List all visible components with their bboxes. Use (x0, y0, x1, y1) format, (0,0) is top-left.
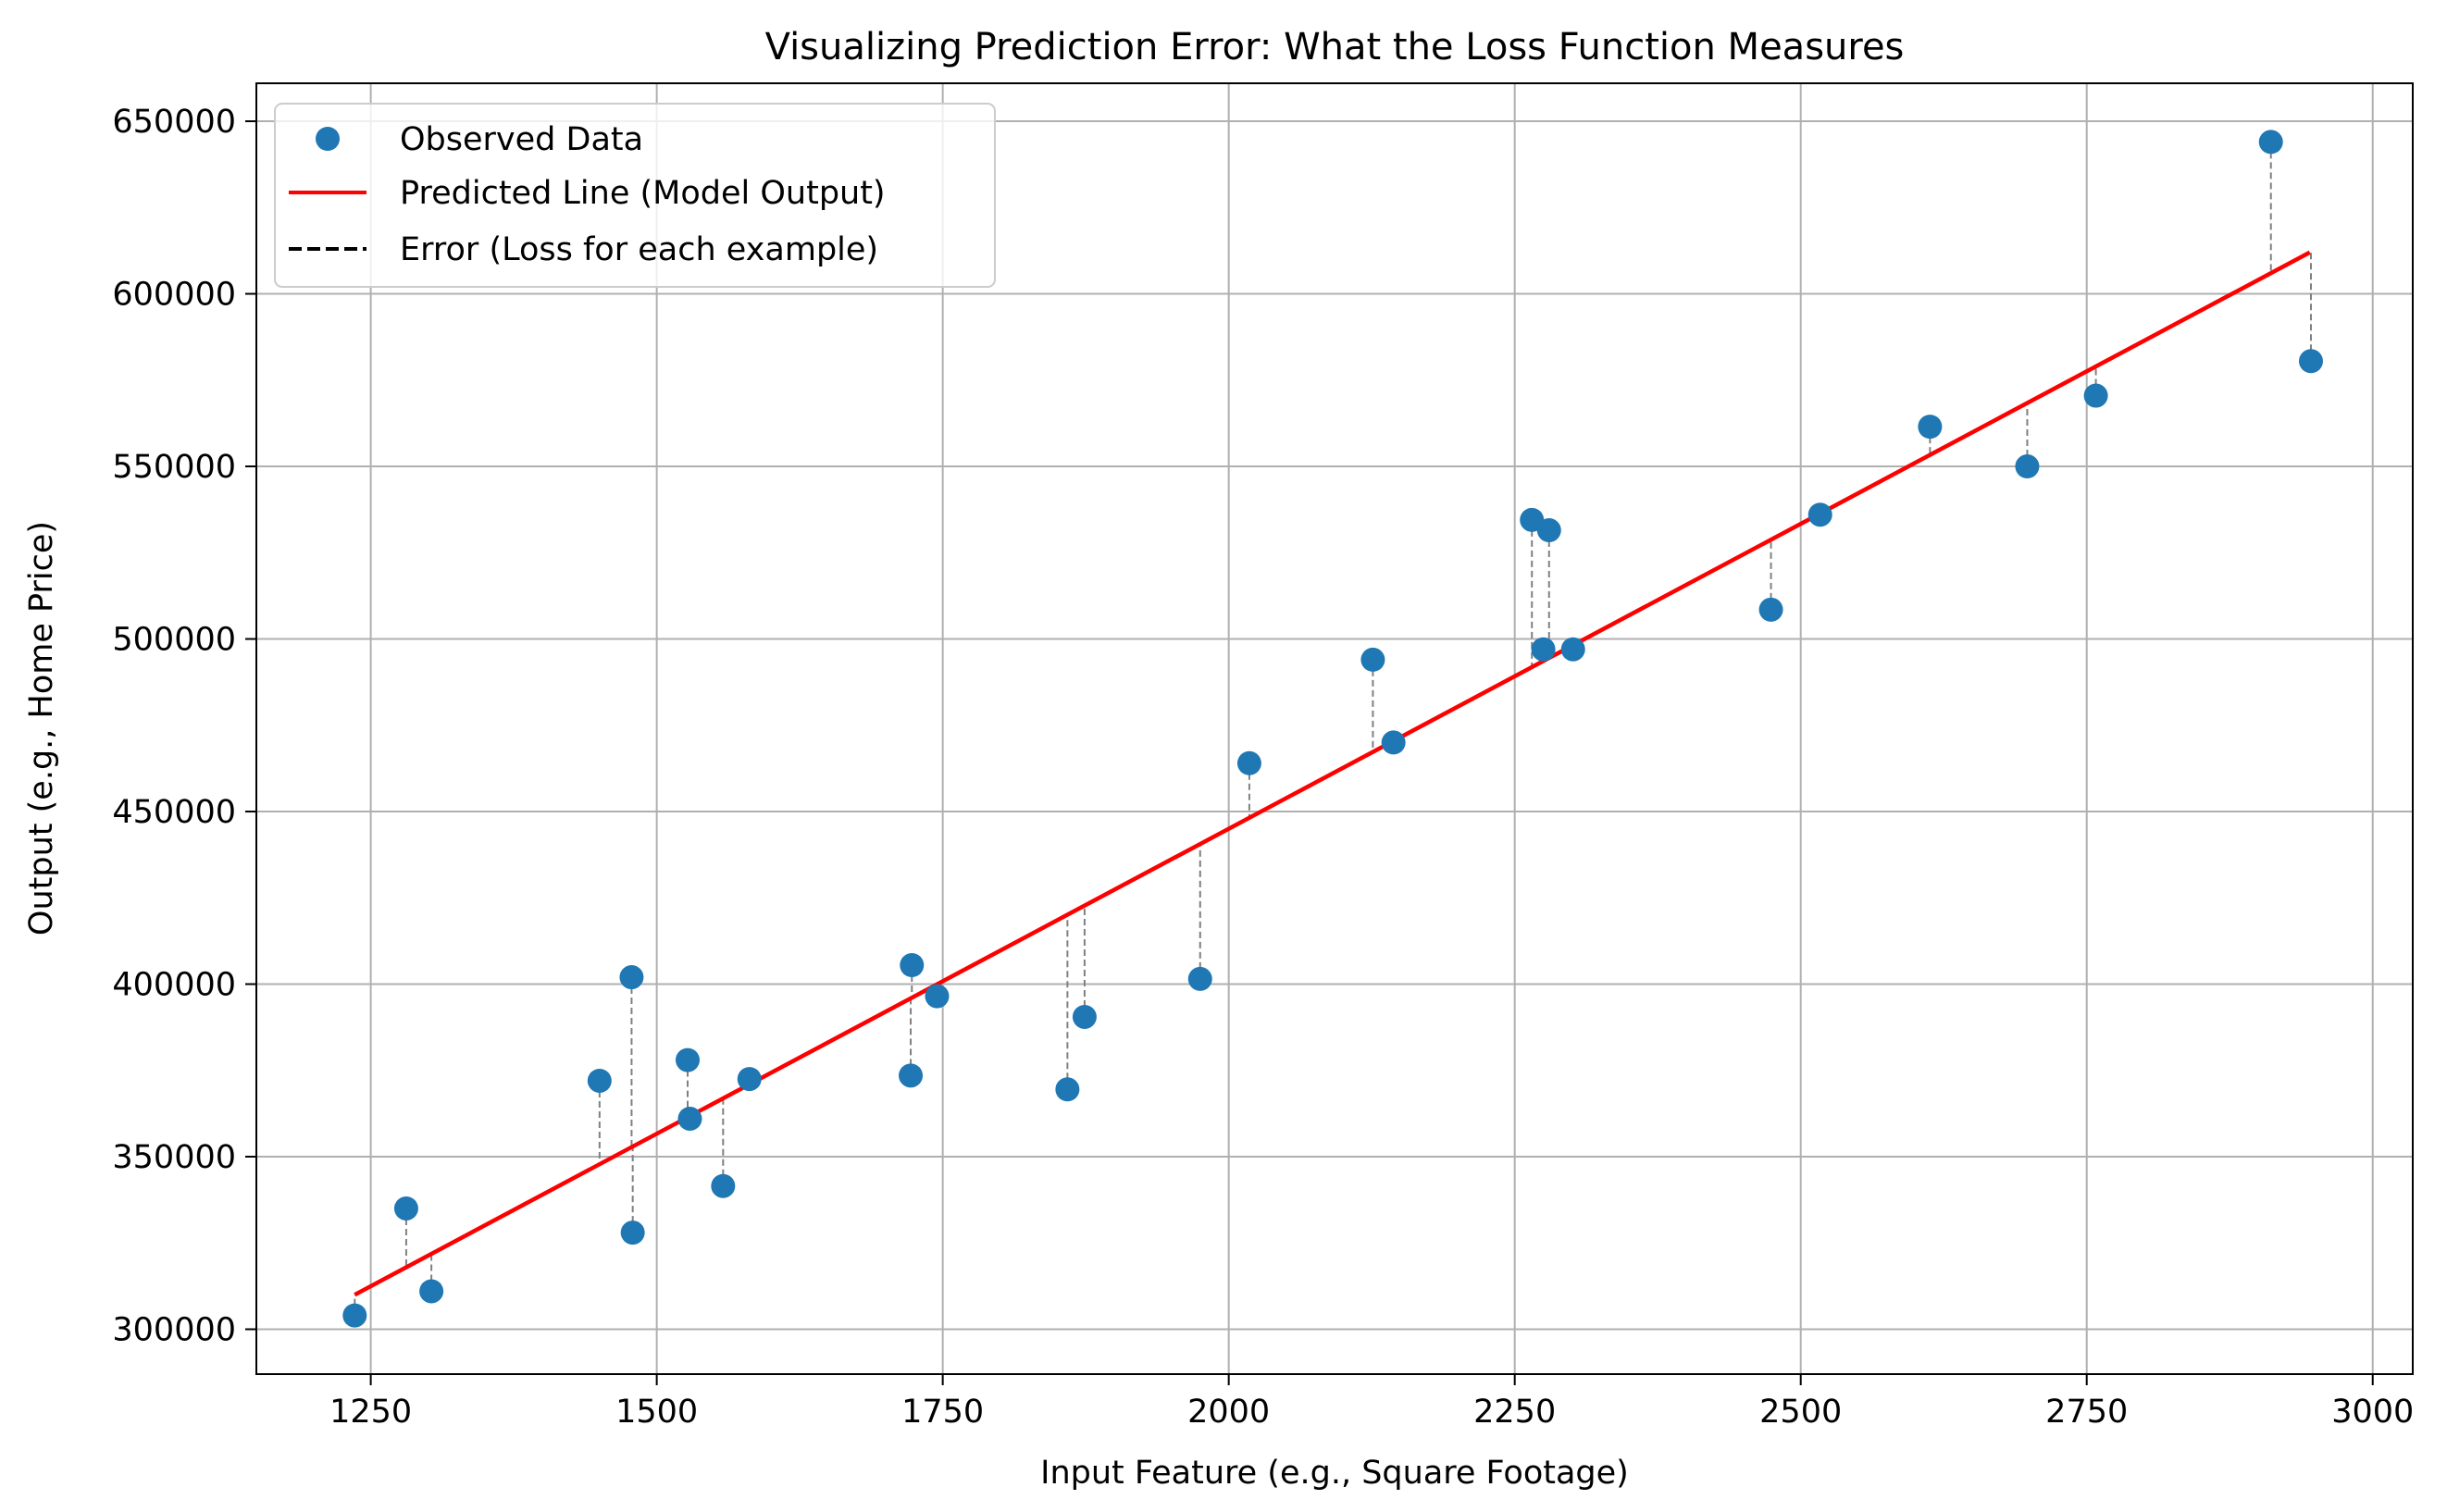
legend-error-label: Error (Loss for each example) (400, 231, 878, 268)
data-point (1055, 1077, 1080, 1102)
y-tick-label: 450000 (112, 794, 236, 831)
data-point (587, 1068, 612, 1093)
data-point (711, 1173, 736, 1198)
data-point (677, 1106, 702, 1131)
data-point (1918, 415, 1943, 440)
legend-observed-label: Observed Data (400, 121, 643, 158)
x-tick-label: 1500 (615, 1394, 698, 1431)
data-point (2258, 130, 2283, 155)
grid-lines (256, 83, 2413, 1374)
x-tick-label: 1250 (329, 1394, 412, 1431)
legend-predicted-label: Predicted Line (Model Output) (400, 175, 886, 212)
x-tick-label: 1750 (901, 1394, 984, 1431)
y-tick-label: 600000 (112, 277, 236, 314)
y-tick-label: 350000 (112, 1139, 236, 1176)
x-tick-label: 3000 (2331, 1394, 2414, 1431)
data-points (342, 130, 2323, 1328)
data-point (1187, 966, 1212, 991)
data-point (1072, 1004, 1097, 1029)
data-point (1531, 637, 1556, 662)
chart-title: Visualizing Prediction Error: What the L… (765, 26, 1905, 68)
data-point (393, 1196, 418, 1221)
data-point (620, 1221, 645, 1246)
data-point (1758, 597, 1783, 622)
x-axis-label: Input Feature (e.g., Square Footage) (1040, 1455, 1629, 1492)
data-point (342, 1303, 367, 1328)
y-axis-ticks: 300000 350000 400000 450000 500000 550000 6000… (112, 104, 256, 1349)
plot-frame (255, 82, 2414, 1375)
data-point (1381, 730, 1406, 755)
data-point (899, 1063, 924, 1088)
data-point (900, 953, 925, 978)
data-point (619, 965, 644, 990)
data-point (419, 1279, 444, 1304)
y-tick-label: 650000 (112, 104, 236, 141)
data-point (2015, 454, 2040, 479)
y-tick-label: 550000 (112, 449, 236, 486)
data-point (925, 984, 950, 1009)
y-axis-label: Output (e.g., Home Price) (23, 521, 60, 936)
data-point (1560, 637, 1585, 662)
data-point (1536, 518, 1561, 543)
y-tick-label: 500000 (112, 622, 236, 659)
x-tick-label: 2250 (1473, 1394, 1556, 1431)
data-point (1236, 750, 1261, 775)
x-tick-label: 2750 (2045, 1394, 2128, 1431)
data-point (2298, 349, 2323, 374)
data-point (1360, 647, 1385, 672)
legend: Observed Data Predicted Line (Model Outp… (274, 103, 996, 288)
legend-observed-marker (316, 127, 340, 151)
data-point (1807, 502, 1832, 527)
x-axis-ticks: 1250 1500 1750 2000 2250 2500 2750 3000 (329, 1374, 2414, 1431)
data-point (737, 1067, 762, 1092)
y-tick-label: 300000 (112, 1312, 236, 1349)
data-point (676, 1047, 700, 1072)
y-tick-label: 400000 (112, 967, 236, 1004)
x-tick-label: 2000 (1187, 1394, 1270, 1431)
legend-frame (274, 103, 996, 288)
data-point (2083, 383, 2108, 408)
x-tick-label: 2500 (1759, 1394, 1842, 1431)
